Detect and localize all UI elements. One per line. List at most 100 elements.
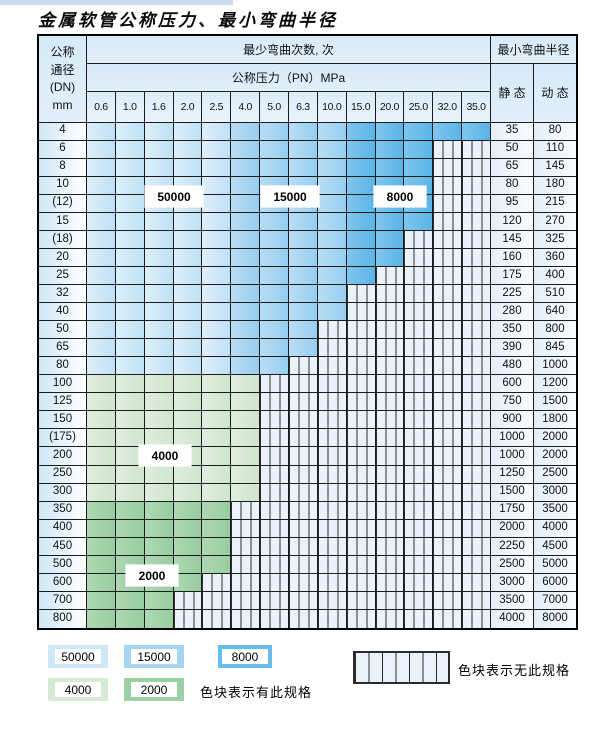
spec-cell	[433, 555, 463, 574]
spec-cell	[462, 230, 491, 249]
spec-cell	[375, 303, 405, 322]
spec-cell	[404, 573, 434, 592]
spec-cell	[202, 609, 232, 628]
static-radius-cell: 145	[491, 230, 534, 249]
spec-cell	[202, 537, 232, 556]
spec-cell	[317, 194, 347, 213]
spec-cell	[173, 248, 203, 267]
pressure-column-header: 1.6	[144, 92, 174, 123]
spec-cell	[260, 393, 289, 412]
spec-cell	[375, 537, 405, 556]
static-radius-cell: 80	[491, 176, 534, 195]
spec-cell	[144, 303, 174, 322]
spec-cell	[231, 375, 261, 394]
legend-swatch-15000: 15000	[124, 645, 184, 668]
dynamic-radius-cell: 4500	[534, 537, 576, 556]
spec-cell	[289, 158, 318, 177]
spec-cell	[87, 176, 116, 195]
spec-cell	[433, 176, 463, 195]
spec-cell	[231, 230, 261, 249]
spec-cell	[404, 248, 434, 267]
spec-cell	[115, 375, 145, 394]
spec-cell	[317, 519, 347, 538]
spec-cell	[289, 609, 318, 628]
dn-cell: 4	[39, 122, 87, 141]
spec-cell	[202, 483, 232, 502]
spec-cell	[173, 158, 203, 177]
spec-cell	[231, 501, 261, 520]
spec-cell	[260, 339, 289, 358]
spec-cell	[87, 411, 116, 430]
spec-cell	[289, 465, 318, 484]
spec-cell	[144, 501, 174, 520]
spec-cell	[462, 248, 491, 267]
spec-cell	[317, 122, 347, 141]
spec-cell	[115, 284, 145, 304]
spec-cell	[260, 411, 289, 430]
spec-cell	[404, 429, 434, 448]
spec-cell	[289, 339, 318, 358]
spec-cell	[173, 339, 203, 358]
spec-cell	[462, 609, 491, 628]
spec-cell	[289, 537, 318, 556]
spec-cell	[87, 375, 116, 394]
spec-cell	[433, 501, 463, 520]
spec-cell	[317, 609, 347, 628]
spec-cell	[289, 321, 318, 340]
spec-cell	[260, 519, 289, 538]
spec-cell	[144, 609, 174, 628]
spec-cell	[173, 303, 203, 322]
spec-cell	[375, 609, 405, 628]
spec-cell	[202, 321, 232, 340]
spec-cell	[346, 321, 376, 340]
spec-cell	[260, 212, 289, 231]
spec-cell	[433, 429, 463, 448]
spec-cell	[289, 573, 318, 592]
spec-cell	[87, 212, 116, 231]
spec-cell	[433, 393, 463, 412]
spec-cell	[375, 447, 405, 466]
spec-cell	[375, 284, 405, 304]
spec-cell	[260, 357, 289, 376]
spec-cell	[375, 573, 405, 592]
spec-cell	[260, 140, 289, 159]
corner-header-line: 公称	[50, 45, 75, 60]
spec-cell	[289, 483, 318, 502]
dynamic-radius-cell: 5000	[534, 555, 576, 574]
spec-cell	[260, 266, 289, 285]
spec-cell	[433, 194, 463, 213]
spec-cell	[317, 248, 347, 267]
static-radius-cell: 1000	[491, 447, 534, 466]
spec-cell	[260, 230, 289, 249]
pressure-column-header: 10.0	[317, 92, 347, 123]
spec-cell	[87, 194, 116, 213]
spec-cell	[346, 284, 376, 304]
spec-cell	[462, 447, 491, 466]
static-radius-cell: 1000	[491, 429, 534, 448]
spec-cell	[317, 212, 347, 231]
dn-cell: 8	[39, 158, 87, 177]
spec-cell	[346, 194, 376, 213]
spec-cell	[462, 122, 491, 141]
spec-cell	[115, 230, 145, 249]
spec-cell	[260, 483, 289, 502]
dn-cell: 700	[39, 591, 87, 610]
spec-cell	[173, 321, 203, 340]
spec-cell	[115, 501, 145, 520]
spec-cell	[87, 429, 116, 448]
spec-cell	[346, 176, 376, 195]
spec-cell	[144, 375, 174, 394]
spec-cell	[260, 303, 289, 322]
spec-cell	[87, 609, 116, 628]
pressure-column-header: 2.5	[202, 92, 232, 123]
spec-cell	[404, 375, 434, 394]
spec-cell	[115, 393, 145, 412]
spec-cell	[317, 339, 347, 358]
legend-swatch-value: 2000	[131, 682, 177, 697]
dynamic-radius-cell: 3500	[534, 501, 576, 520]
spec-cell	[462, 176, 491, 195]
static-radius-cell: 175	[491, 266, 534, 285]
spec-cell	[231, 447, 261, 466]
spec-cell	[404, 609, 434, 628]
